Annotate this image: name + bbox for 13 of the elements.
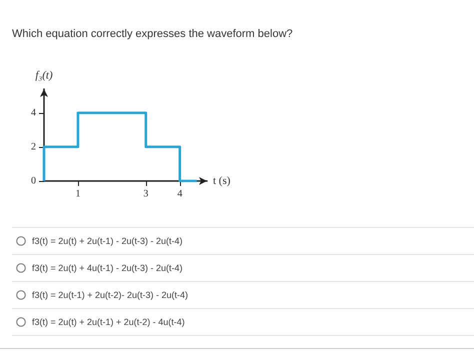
chart-title: Which equation correctly expresses the waveform below? [12, 28, 293, 40]
text: f3(t) = 2u(t) + 4u(t-1) - 2u(t-3) - 2u(t-4) [32, 263, 183, 273]
y-tick-label: 4 [31, 107, 36, 118]
y-axis-title: f₃(t) [35, 70, 53, 82]
text: f3(t) = 2u(t) + 2u(t-1) + 2u(t-2) - 4u(t-4) [32, 317, 185, 327]
text: f3(t) = 2u(t) + 2u(t-1) - 2u(t-3) - 2u(t-4) [32, 236, 183, 246]
x-axis-title: t (s) [213, 175, 231, 187]
x-tick-label: 1 [75, 188, 80, 200]
x-tick-label: 4 [177, 188, 182, 200]
y-tick-label: 0 [31, 176, 36, 186]
text: f3(t) = 2u(t-1) + 2u(t-2)- 2u(t-3) - 2u(t-4) [32, 290, 188, 300]
y-tick-label: 2 [31, 141, 36, 152]
x-tick-label: 3 [143, 188, 148, 200]
